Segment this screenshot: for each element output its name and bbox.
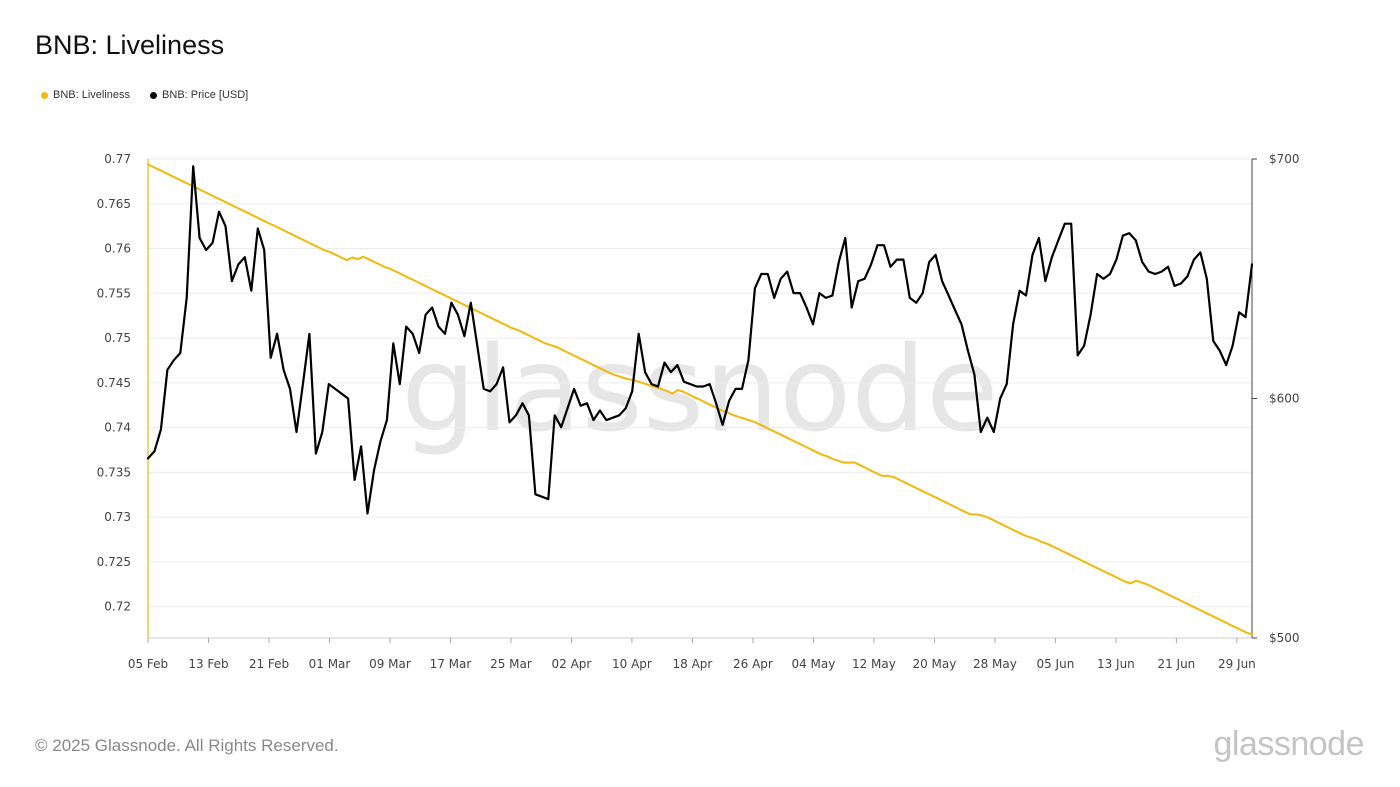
watermark: glassnode <box>401 320 998 458</box>
left-y-tick-label: 0.76 <box>104 242 131 256</box>
x-tick-label: 09 Mar <box>369 657 411 671</box>
x-tick-label: 21 Jun <box>1157 657 1195 671</box>
right-y-tick-label: $600 <box>1269 392 1300 406</box>
legend-item-price[interactable]: BNB: Price [USD] <box>150 89 248 101</box>
x-tick-label: 13 Feb <box>188 657 228 671</box>
left-y-axis: 0.72 0.725 0.73 0.735 0.74 0.745 0.75 0.755 0.76… <box>97 152 149 638</box>
liveliness-line[interactable] <box>147 163 1253 636</box>
legend-label-price: BNB: Price [USD] <box>162 89 249 101</box>
chart-title: BNB: Liveliness <box>35 30 225 60</box>
x-tick-label: 21 Feb <box>249 657 289 671</box>
right-y-tick-label: $500 <box>1269 631 1300 645</box>
left-y-tick-label: 0.765 <box>97 197 131 211</box>
left-y-tick-label: 0.75 <box>104 331 131 345</box>
left-y-tick-label: 0.725 <box>97 555 131 569</box>
x-tick-label: 18 Apr <box>673 657 713 671</box>
copyright-footer: © 2025 Glassnode. All Rights Reserved. <box>35 736 339 755</box>
x-axis: 05 Feb 13 Feb 21 Feb 01 Mar 09 Mar 17 Mar 25 M… <box>128 637 1256 671</box>
x-tick-label: 26 Apr <box>733 657 773 671</box>
x-tick-label: 04 May <box>791 657 835 671</box>
x-tick-label: 29 Jun <box>1218 657 1256 671</box>
left-y-tick-label: 0.745 <box>97 376 131 390</box>
left-y-tick-label: 0.755 <box>97 286 131 300</box>
left-y-tick-label: 0.72 <box>104 600 131 614</box>
legend: BNB: Liveliness BNB: Price [USD] <box>41 89 248 101</box>
left-y-tick-label: 0.73 <box>104 510 131 524</box>
x-tick-label: 02 Apr <box>552 657 592 671</box>
right-y-tick-label: $700 <box>1269 152 1300 166</box>
x-tick-label: 25 Mar <box>490 657 532 671</box>
left-y-tick-label: 0.735 <box>97 465 131 479</box>
x-tick-label: 12 May <box>852 657 896 671</box>
x-tick-label: 13 Jun <box>1097 657 1135 671</box>
x-tick-label: 28 May <box>973 657 1017 671</box>
series-group <box>146 163 1254 636</box>
legend-item-liveliness[interactable]: BNB: Liveliness <box>41 89 130 101</box>
glassnode-logo: glassnode <box>1213 725 1364 763</box>
right-y-axis: $500 $600 $700 <box>1251 152 1300 645</box>
x-tick-label: 05 Feb <box>128 657 168 671</box>
price-line[interactable] <box>146 165 1254 515</box>
x-tick-label: 01 Mar <box>309 657 351 671</box>
x-tick-label: 10 Apr <box>612 657 652 671</box>
legend-swatch-price <box>150 91 158 99</box>
legend-label-liveliness: BNB: Liveliness <box>53 89 131 101</box>
legend-swatch-liveliness <box>41 91 48 99</box>
left-y-tick-label: 0.74 <box>104 421 131 435</box>
grid <box>148 158 1252 608</box>
x-tick-label: 05 Jun <box>1036 657 1074 671</box>
x-tick-label: 20 May <box>912 657 956 671</box>
left-y-tick-label: 0.77 <box>104 152 131 166</box>
x-tick-label: 17 Mar <box>430 657 472 671</box>
